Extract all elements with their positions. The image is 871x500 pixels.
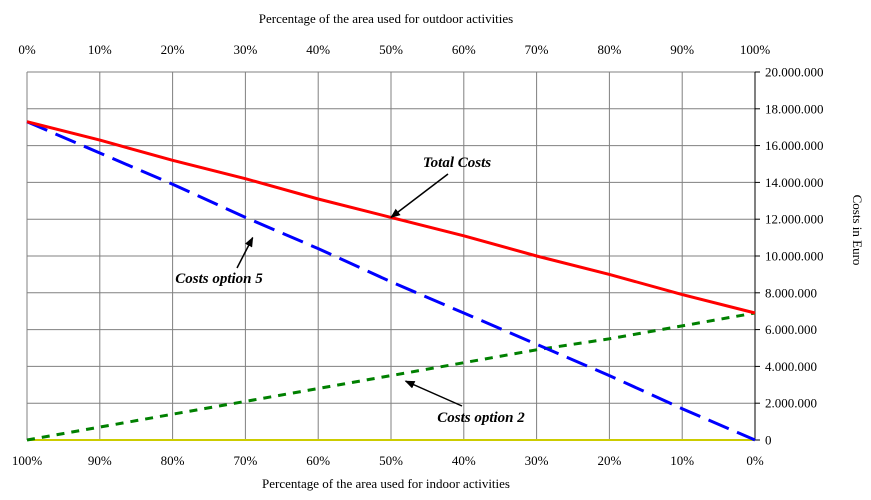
y-tick-label: 18.000.000: [765, 101, 824, 116]
y-tick-label: 4.000.000: [765, 359, 817, 374]
y-tick-label: 16.000.000: [765, 138, 824, 153]
top-tick-label: 80%: [597, 42, 621, 57]
top-tick-label: 0%: [18, 42, 36, 57]
bottom-axis-title: Percentage of the area used for indoor a…: [262, 476, 510, 491]
annotation-label-costs-option-5: Costs option 5: [175, 271, 263, 287]
annotation-arrow-costs-option-2: [404, 380, 463, 407]
series-line-costs-option-2: [26, 311, 756, 442]
top-tick-label: 20%: [161, 42, 185, 57]
bottom-tick-label: 40%: [452, 453, 476, 468]
annotation-arrow-total-costs: [390, 173, 449, 218]
y-tick-label: 0: [765, 433, 772, 448]
top-tick-label: 30%: [233, 42, 257, 57]
bottom-tick-label: 90%: [88, 453, 112, 468]
y-tick-label: 20.000.000: [765, 65, 824, 80]
y-tick-label: 10.000.000: [765, 249, 824, 264]
annotation-label-total-costs: Total Costs: [423, 155, 491, 171]
bottom-tick-label: 20%: [597, 453, 621, 468]
tick-labels: 0% 10% 20% 30% 40% 50% 60% 70% 80% 90% 100% 100% 90%…: [12, 42, 824, 468]
y-tick-label: 12.000.000: [765, 212, 824, 227]
top-axis-title: Percentage of the area used for outdoor …: [259, 11, 513, 26]
bottom-tick-label: 10%: [670, 453, 694, 468]
bottom-tick-label: 0%: [746, 453, 764, 468]
y-tick-label: 14.000.000: [765, 175, 824, 190]
top-tick-label: 70%: [525, 42, 549, 57]
bottom-tick-label: 60%: [306, 453, 330, 468]
series-line-costs-option-5: [26, 120, 756, 442]
bottom-tick-label: 70%: [233, 453, 257, 468]
top-tick-label: 100%: [740, 42, 771, 57]
y-tick-label: 6.000.000: [765, 322, 817, 337]
annotations: Total Costs Costs option 5 Costs option 2: [175, 155, 525, 426]
top-tick-label: 10%: [88, 42, 112, 57]
y-tick-label: 2.000.000: [765, 396, 817, 411]
grid: [26, 71, 760, 441]
bottom-tick-label: 80%: [161, 453, 185, 468]
annotation-arrow-costs-option-5: [236, 236, 254, 269]
bottom-tick-label: 50%: [379, 453, 403, 468]
y-tick-label: 8.000.000: [765, 285, 817, 300]
top-tick-label: 50%: [379, 42, 403, 57]
y-axis-title: Costs in Euro: [850, 195, 865, 266]
top-tick-label: 60%: [452, 42, 476, 57]
bottom-tick-label: 30%: [525, 453, 549, 468]
top-tick-label: 40%: [306, 42, 330, 57]
top-tick-label: 90%: [670, 42, 694, 57]
bottom-tick-label: 100%: [12, 453, 43, 468]
annotation-label-costs-option-2: Costs option 2: [437, 410, 525, 426]
